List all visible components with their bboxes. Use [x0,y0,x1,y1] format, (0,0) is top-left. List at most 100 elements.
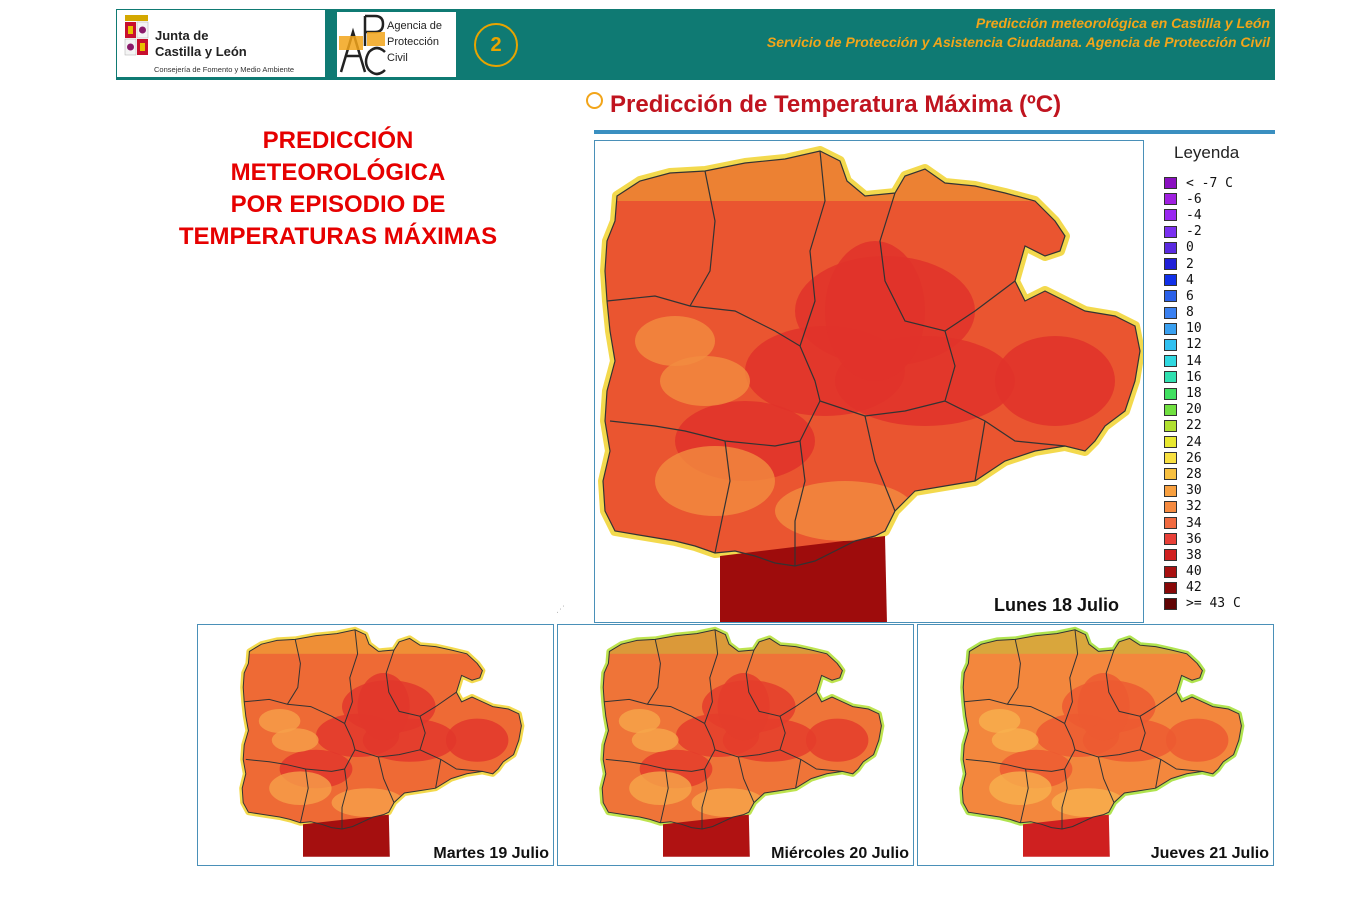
province-border [344,723,421,758]
legend-item: 2 [1164,256,1274,272]
legend-item: 20 [1164,402,1274,418]
jcyl-name-line2: Castilla y León [155,44,247,59]
map-cool-zone [635,316,715,366]
legend-label: 2 [1186,256,1194,272]
apc-letters-icon [339,14,386,76]
map-wednesday: Miércoles 20 Julio [557,624,914,866]
province-border [1105,649,1177,717]
slide-title-line3: POR EPISODIO DE [230,191,446,218]
legend-label: 18 [1186,386,1202,402]
legend-item: 32 [1164,499,1274,515]
map-cool-zone [271,728,319,753]
map-day-label: Martes 19 Julio [433,845,549,862]
legend-swatch [1164,419,1177,432]
province-border [1064,723,1141,758]
legend-swatch [1164,484,1177,497]
map-day-label: Jueves 21 Julio [1150,845,1269,862]
province-border [1006,639,1021,705]
temperature-map-main [598,146,1143,622]
legend-label: 16 [1186,369,1202,385]
map-hot-zone [357,673,410,741]
legend-label: 12 [1186,337,1202,353]
province-border [745,649,817,717]
legend-label: 38 [1186,547,1202,563]
legend-swatch [1164,436,1177,449]
map-hot-zone [825,241,925,381]
map-hot-zone [1166,718,1229,762]
legend-swatch [1164,338,1177,351]
province-border [377,756,395,803]
map-thursday: Jueves 21 Julio [917,624,1274,866]
legend-item: -6 [1164,191,1274,207]
province-border [604,698,705,724]
legend-item: 6 [1164,288,1274,304]
province-border [1061,768,1068,829]
province-border [435,759,442,789]
legend-swatch [1164,387,1177,400]
region-outline [961,629,1242,830]
province-border [794,440,806,566]
legend-item: 8 [1164,305,1274,321]
legend-label: -6 [1186,191,1202,207]
legend-label: 28 [1186,466,1202,482]
legend-item: 36 [1164,531,1274,547]
province-border [864,415,896,512]
province-border [701,768,708,829]
map-cool-zone [978,709,1021,733]
apc-logo: Agencia de Protección Civil [337,12,456,77]
temperature-map-wednesday [599,626,885,857]
title-divider [594,130,1275,134]
region-outline [241,629,522,830]
legend-item: 10 [1164,321,1274,337]
province-border [704,629,719,724]
map-cool-zone [631,728,679,753]
legend-item: 34 [1164,515,1274,531]
legend-label: 40 [1186,564,1202,580]
legend-swatch [1164,517,1177,530]
circle-bullet-icon [586,92,603,109]
jcyl-department: Consejería de Fomento y Medio Ambiente [154,65,295,74]
legend-swatch [1164,306,1177,319]
province-border [974,420,986,482]
header-subtitle: Servicio de Protección y Asistencia Ciud… [766,34,1270,50]
legend-item: -4 [1164,207,1274,223]
legend-label: >= 43 C [1186,596,1241,612]
map-cool-zone [660,356,750,406]
province-border [286,639,301,705]
legend-swatch [1164,322,1177,335]
legend-label: 10 [1186,321,1202,337]
legend-swatch [1164,193,1177,206]
province-border [606,295,801,347]
province-border [944,330,1066,447]
map-main-monday: Lunes 18 Julio [594,140,1144,623]
map-day-label: Lunes 18 Julio [993,595,1119,615]
province-border [1097,756,1115,803]
legend-item: 24 [1164,434,1274,450]
legend-swatch [1164,241,1177,254]
map-hot-zone [1077,673,1130,741]
header-title: Predicción meteorológica en Castilla y L… [975,15,1270,31]
province-border [737,756,755,803]
province-border [965,749,1076,772]
province-border [385,649,457,717]
province-border [779,716,843,772]
jcyl-logo: Junta de Castilla y León Consejería de F… [116,9,326,78]
province-border [1064,629,1079,724]
legend-item: 12 [1164,337,1274,353]
map-cool-zone [691,788,765,817]
legend-item: 4 [1164,272,1274,288]
province-border [799,150,826,347]
legend-swatch [1164,225,1177,238]
legend-label: 24 [1186,434,1202,450]
legend-swatch [1164,177,1177,190]
page-number-badge: 2 [474,23,518,67]
legend-label: < -7 C [1186,175,1233,191]
province-border [714,440,731,554]
legend-label: 30 [1186,483,1202,499]
legend-item: 18 [1164,385,1274,401]
legend-item: 0 [1164,240,1274,256]
legend-label: 4 [1186,272,1194,288]
map-cool-zone [989,771,1052,805]
legend-swatch [1164,549,1177,562]
map-heat-layer [242,629,522,817]
